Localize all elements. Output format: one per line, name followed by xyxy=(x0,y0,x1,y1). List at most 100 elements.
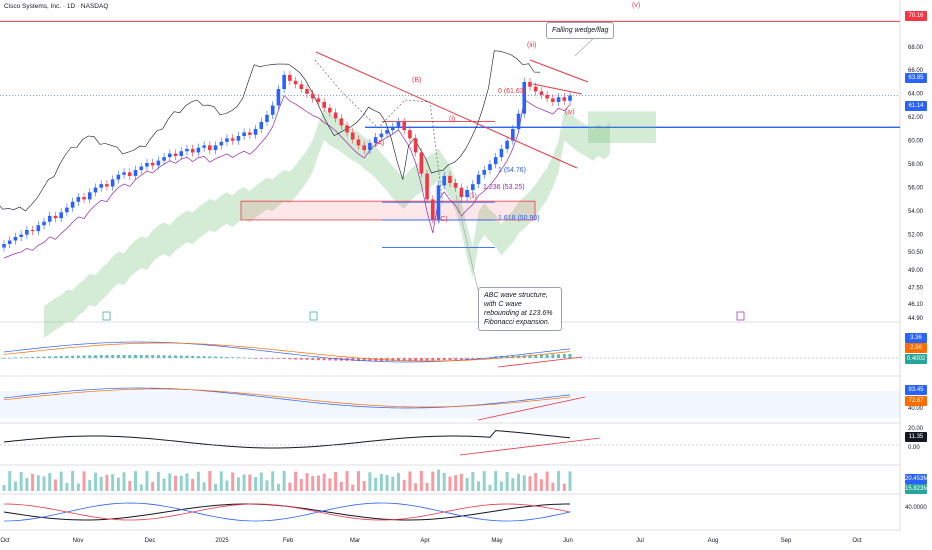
tag-macd-signal: 2.96 xyxy=(905,343,927,353)
candle-5 xyxy=(30,229,35,232)
fib-label-1: 1 (54.76) xyxy=(498,167,527,174)
candle-55 xyxy=(316,98,321,102)
earnings-marker-0 xyxy=(102,311,111,321)
macd-bar-32 xyxy=(185,355,189,358)
volume-bar-28 xyxy=(162,478,166,491)
macd-bar-99 xyxy=(568,353,572,358)
volume-bar-46 xyxy=(265,480,269,491)
x-tick-label-9: Jul xyxy=(636,538,644,544)
macd-bar-17 xyxy=(99,355,103,358)
volume-bar-68 xyxy=(391,476,395,491)
volume-bar-45 xyxy=(259,472,263,491)
volume-bar-64 xyxy=(368,472,372,491)
candle-15 xyxy=(87,192,92,200)
macd-bar-0 xyxy=(2,358,6,359)
y-tick-label-9: 50.50 xyxy=(908,250,924,256)
macd-bar-10 xyxy=(59,356,63,358)
candle-96 xyxy=(551,98,555,102)
volume-bar-42 xyxy=(242,474,246,491)
volume-bar-17 xyxy=(99,476,103,491)
candle-67 xyxy=(385,130,389,134)
fib-label-0: 0 (61.63) xyxy=(498,88,527,95)
macd-bar-46 xyxy=(265,358,269,359)
wave-label-v: (v) xyxy=(632,2,641,9)
abc-dashed-path xyxy=(314,59,444,206)
volume-bar-81 xyxy=(465,477,469,491)
volume-bar-99 xyxy=(568,471,572,491)
candle-18 xyxy=(105,184,109,187)
osc-axis-zero: 0.00 xyxy=(908,445,920,451)
macd-bar-56 xyxy=(322,358,326,361)
macd-bar-57 xyxy=(328,358,332,361)
candle-51 xyxy=(293,80,298,85)
candle-89 xyxy=(511,128,515,141)
macd-bar-13 xyxy=(76,355,80,358)
volume-bar-61 xyxy=(351,484,355,491)
volume-bar-88 xyxy=(505,471,509,491)
macd-bar-9 xyxy=(53,356,57,358)
macd-bar-88 xyxy=(505,355,509,358)
volume-bar-19 xyxy=(111,474,115,491)
macd-bar-76 xyxy=(437,358,441,361)
candle-17 xyxy=(99,184,103,188)
macd-bar-34 xyxy=(196,356,200,358)
volume-bar-10 xyxy=(59,471,63,491)
volume-bar-23 xyxy=(133,471,137,491)
volume-bar-43 xyxy=(248,474,252,491)
volume-bar-66 xyxy=(379,474,383,491)
candle-36 xyxy=(208,145,212,151)
volume-bar-12 xyxy=(71,471,75,491)
x-tick-label-2: Dec xyxy=(145,538,156,544)
candle-43 xyxy=(248,132,252,135)
candle-42 xyxy=(242,132,246,136)
macd-bar-25 xyxy=(145,355,149,358)
macd-bar-63 xyxy=(362,358,366,361)
candle-66 xyxy=(379,133,384,138)
candle-47 xyxy=(270,105,275,115)
volume-bar-70 xyxy=(402,479,406,491)
candle-97 xyxy=(556,97,561,102)
candle-60 xyxy=(345,125,349,133)
macd-bar-98 xyxy=(562,354,566,358)
dmi-line-red xyxy=(3,503,571,521)
candle-16 xyxy=(93,187,98,193)
y-tick-label-12: 46.10 xyxy=(908,302,924,308)
annotation-abc-structure: ABC wave structure, with C wave reboundi… xyxy=(478,287,562,331)
volume-bar-1 xyxy=(8,471,12,491)
volume-bar-91 xyxy=(522,475,526,491)
candle-13 xyxy=(76,197,81,202)
macd-bar-12 xyxy=(71,355,75,358)
wedge-lower xyxy=(532,83,583,95)
volume-bar-40 xyxy=(231,472,235,491)
macd-bar-30 xyxy=(174,355,178,358)
candle-94 xyxy=(539,91,544,95)
macd-bar-85 xyxy=(488,358,492,359)
dmi-line-blue xyxy=(3,502,571,522)
volume-bar-16 xyxy=(93,472,97,491)
volume-bar-38 xyxy=(219,471,223,491)
candle-86 xyxy=(493,157,498,165)
macd-bar-81 xyxy=(465,358,469,360)
macd-bar-28 xyxy=(162,355,166,358)
volume-bar-8 xyxy=(48,472,52,491)
x-tick-label-5: Mar xyxy=(350,538,360,544)
candle-22 xyxy=(127,172,132,176)
cloud-projection xyxy=(588,111,656,144)
candle-95 xyxy=(545,94,549,99)
macd-bar-58 xyxy=(334,358,338,361)
macd-bar-2 xyxy=(13,357,17,359)
macd-bar-5 xyxy=(31,356,35,358)
macd-bar-24 xyxy=(139,355,143,358)
volume-bar-5 xyxy=(31,473,35,491)
candle-57 xyxy=(328,107,332,113)
support-zone xyxy=(240,200,536,221)
candle-61 xyxy=(350,132,355,140)
tag-macd: 3.36 xyxy=(905,333,927,343)
macd-bar-92 xyxy=(528,355,532,358)
macd-bar-52 xyxy=(299,358,303,360)
volume-bar-87 xyxy=(499,481,503,491)
rsi-divergence-line xyxy=(477,396,586,421)
macd-bar-93 xyxy=(534,354,538,358)
macd-bar-23 xyxy=(133,355,137,358)
